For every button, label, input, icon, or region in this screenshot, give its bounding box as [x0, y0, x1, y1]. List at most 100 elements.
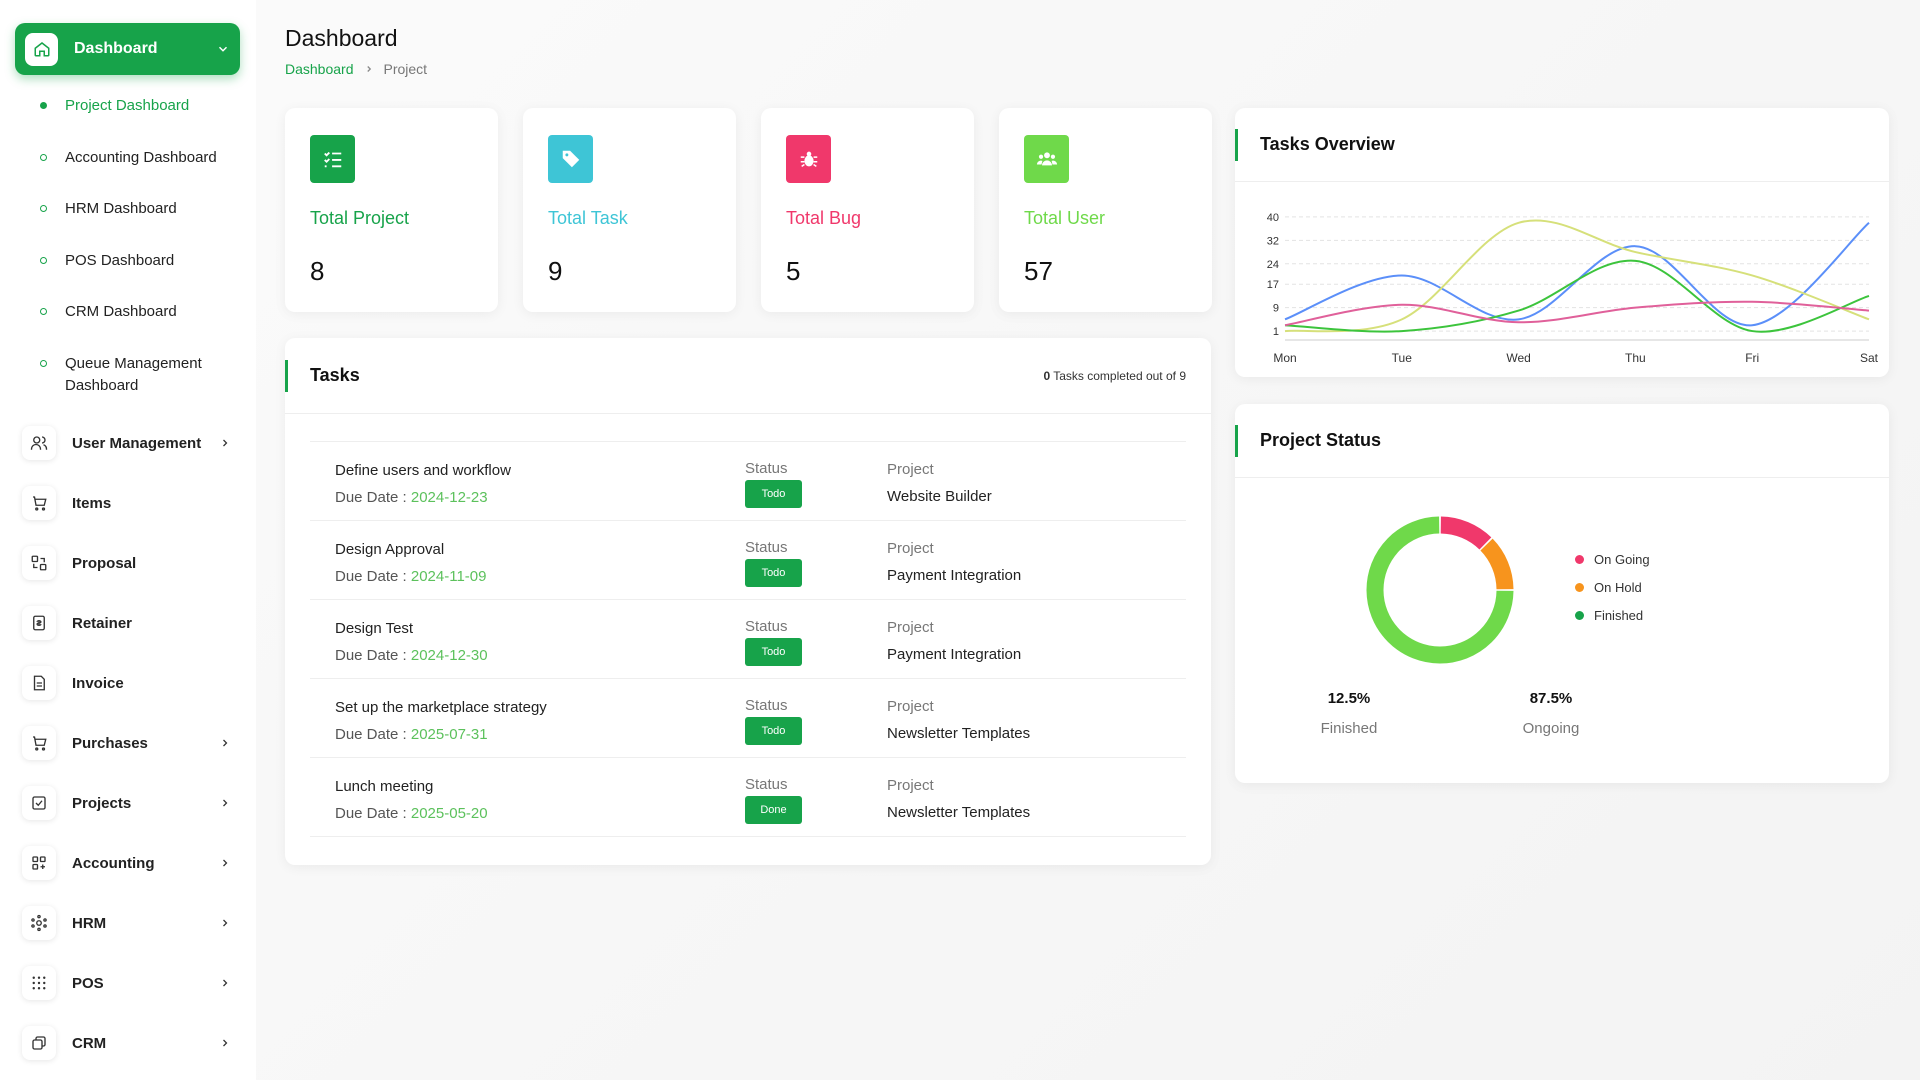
- sidebar-item-proposal[interactable]: Proposal: [22, 545, 237, 581]
- table-row[interactable]: Design Test Due Date : 2024-12-30 Status…: [310, 600, 1186, 679]
- legend-item-on-going: On Going: [1575, 545, 1650, 573]
- status-label: Status: [745, 460, 788, 477]
- y-tick-label: 9: [1273, 303, 1279, 315]
- y-tick-label: 40: [1267, 212, 1279, 224]
- task-name: Define users and workflow: [335, 462, 511, 479]
- sidebar-item-purchases[interactable]: Purchases: [22, 725, 237, 761]
- dashboard-menu-button[interactable]: Dashboard: [15, 23, 240, 75]
- task-due: Due Date : 2024-11-09: [335, 568, 487, 585]
- legend-item-on-hold: On Hold: [1575, 573, 1650, 601]
- tasks-panel-header: Tasks 0 Tasks completed out of 9: [285, 338, 1211, 414]
- chevron-right-icon: [223, 919, 228, 927]
- project-status-donut: [1366, 516, 1514, 664]
- stat-label: Total Project: [310, 208, 410, 228]
- ongoing-percentage-block: 87.5% Ongoing: [1491, 690, 1611, 737]
- retainer-icon: [22, 606, 56, 640]
- checkbox-icon: [22, 786, 56, 820]
- chevron-right-icon: [223, 799, 228, 807]
- sidebar-item-label: POS Dashboard: [65, 252, 175, 269]
- legend-label: On Going: [1594, 551, 1650, 567]
- breadcrumb-link-dashboard[interactable]: Dashboard: [285, 61, 354, 77]
- stat-value: 8: [310, 256, 325, 286]
- sidebar-item-project-dashboard[interactable]: Project Dashboard: [40, 95, 240, 117]
- sidebar-item-label: User Management: [72, 434, 202, 452]
- ongoing-label: Ongoing: [1522, 720, 1580, 737]
- status-badge: Done: [745, 796, 802, 824]
- sidebar-item-label: Projects: [72, 794, 132, 812]
- finished-label: Finished: [1320, 720, 1378, 737]
- tag-icon: [548, 135, 593, 183]
- task-name: Design Test: [335, 620, 414, 637]
- chevron-right-icon: [223, 739, 228, 747]
- sidebar-item-invoice[interactable]: Invoice: [22, 665, 237, 701]
- status-badge: Todo: [745, 717, 802, 745]
- project-label: Project: [887, 777, 934, 794]
- task-due: Due Date : 2024-12-30: [335, 647, 488, 664]
- stat-card-total-bug: Total Bug 5: [761, 108, 974, 312]
- project-status-legend: On Going On Hold Finished: [1575, 545, 1650, 629]
- sidebar-item-crm[interactable]: CRM: [22, 1025, 237, 1061]
- project-label: Project: [887, 540, 934, 557]
- users-icon: [22, 426, 56, 460]
- sidebar-item-accounting-dashboard[interactable]: Accounting Dashboard: [40, 147, 240, 169]
- due-date: 2024-12-30: [410, 647, 488, 664]
- finished-percentage: 12.5%: [1327, 690, 1371, 707]
- sidebar-item-hrm-dashboard[interactable]: HRM Dashboard: [40, 198, 240, 220]
- table-row[interactable]: Lunch meeting Due Date : 2025-05-20 Stat…: [310, 758, 1186, 837]
- y-tick-label: 17: [1267, 279, 1279, 291]
- stat-value: 9: [548, 256, 563, 286]
- chevron-right-icon: [366, 66, 371, 72]
- bullet-icon: [40, 102, 47, 109]
- status-label: Status: [745, 697, 788, 714]
- sidebar-item-items[interactable]: Items: [22, 485, 237, 521]
- breadcrumb: Dashboard Project: [285, 61, 427, 77]
- sidebar-item-projects[interactable]: Projects: [22, 785, 237, 821]
- project-name: Newsletter Templates: [887, 804, 1031, 821]
- sidebar-item-pos-dashboard[interactable]: POS Dashboard: [40, 250, 240, 272]
- dots-grid-icon: [22, 966, 56, 1000]
- task-due: Due Date : 2025-07-31: [335, 726, 488, 743]
- chevron-right-icon: [223, 859, 228, 867]
- stat-value: 5: [786, 256, 801, 286]
- tasks-overview-chart: 1 9 17 24 32 40 Mon Tue Wed Thu Fri Sat: [1267, 212, 1879, 364]
- sidebar-item-user-management[interactable]: User Management: [22, 425, 237, 461]
- sidebar-item-label: Proposal: [72, 554, 137, 572]
- x-tick-label: Mon: [1273, 351, 1296, 364]
- status-label: Status: [745, 618, 788, 635]
- page-title: Dashboard: [285, 25, 398, 51]
- dashboard-menu-label: Dashboard: [74, 40, 158, 57]
- sidebar-item-retainer[interactable]: Retainer: [22, 605, 237, 641]
- chevron-down-icon: [218, 46, 228, 52]
- due-label: Due Date :: [335, 726, 411, 743]
- project-name: Website Builder: [887, 488, 992, 505]
- due-date: 2025-07-31: [410, 726, 488, 743]
- table-row[interactable]: Set up the marketplace strategy Due Date…: [310, 679, 1186, 758]
- bullet-icon: [40, 154, 47, 161]
- sidebar-item-accounting[interactable]: Accounting: [22, 845, 237, 881]
- task-due: Due Date : 2025-05-20: [335, 805, 488, 822]
- sidebar-item-queue-management-dashboard[interactable]: Queue Management Dashboard: [40, 353, 220, 397]
- stat-card-total-task: Total Task 9: [523, 108, 736, 312]
- sidebar-item-hrm[interactable]: HRM: [22, 905, 237, 941]
- status-label: Status: [745, 776, 788, 793]
- table-row[interactable]: Design Approval Due Date : 2024-11-09 St…: [310, 521, 1186, 600]
- task-name: Lunch meeting: [335, 778, 434, 795]
- status-label: Status: [745, 539, 788, 556]
- invoice-icon: [22, 666, 56, 700]
- sidebar-item-crm-dashboard[interactable]: CRM Dashboard: [40, 301, 240, 323]
- chevron-right-icon: [223, 439, 228, 447]
- sidebar-item-label: Queue Management Dashboard: [65, 355, 202, 394]
- sidebar-item-pos[interactable]: POS: [22, 965, 237, 1001]
- accent-bar: [1235, 424, 1238, 457]
- table-row[interactable]: Define users and workflow Due Date : 202…: [310, 442, 1186, 521]
- sidebar-item-label: Purchases: [72, 734, 148, 752]
- project-status-panel: Project Status On Going On Hold Finished…: [1235, 404, 1889, 783]
- stat-label: Total Bug: [786, 208, 862, 228]
- y-tick-label: 24: [1267, 259, 1279, 271]
- status-badge: Todo: [745, 638, 802, 666]
- due-date: 2024-11-09: [410, 568, 487, 585]
- tasks-overview-title: Tasks Overview: [1260, 134, 1395, 154]
- grid-plus-icon: [22, 846, 56, 880]
- sidebar: Dashboard Project Dashboard Accounting D…: [0, 0, 256, 1080]
- legend-item-finished: Finished: [1575, 601, 1650, 629]
